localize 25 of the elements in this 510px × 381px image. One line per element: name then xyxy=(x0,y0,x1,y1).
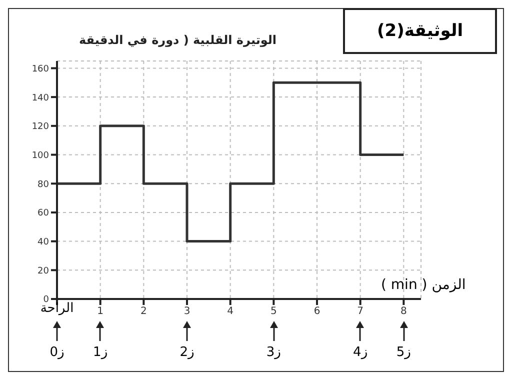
x-tick-label: 8 xyxy=(400,306,407,318)
text: ز0 xyxy=(48,345,66,360)
text: ز1 xyxy=(92,345,109,360)
text: ز3 xyxy=(265,345,282,360)
x-tick-label: 1 xyxy=(97,306,104,318)
x-tick-label: 3 xyxy=(184,306,190,318)
x-tick-label: 6 xyxy=(314,306,320,318)
y-tick-label: 160 xyxy=(32,64,50,74)
x-axis-title: الزمن ( min ) xyxy=(381,277,466,293)
x-tick-label: 4 xyxy=(227,306,234,318)
y-tick-label: 80 xyxy=(38,180,50,190)
y-tick-label: 120 xyxy=(32,122,50,132)
y-tick-label: 40 xyxy=(38,238,50,248)
x-tick-label: 7 xyxy=(357,306,364,318)
text: ز2 xyxy=(178,345,196,360)
y-tick-label: 20 xyxy=(38,266,50,276)
y-axis-title: الوتيرة القلبية ( دورة في الدقيقة xyxy=(79,33,277,47)
x-tick-label: 5 xyxy=(270,306,277,318)
y-tick-label: 60 xyxy=(38,208,50,219)
y-tick-label: 140 xyxy=(32,93,50,104)
text: ز5 xyxy=(395,345,412,360)
text: ز4 xyxy=(352,345,369,360)
chart-title: الوثيقة(2) xyxy=(343,8,497,54)
y-tick-label: 100 xyxy=(32,150,50,161)
x-tick-label: 2 xyxy=(140,306,147,318)
